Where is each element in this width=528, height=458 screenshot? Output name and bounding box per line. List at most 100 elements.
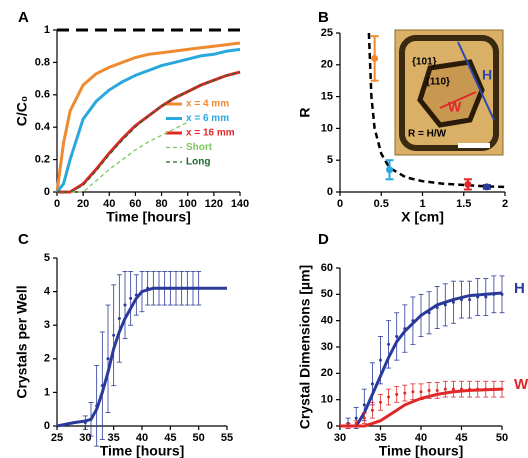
data-point — [146, 286, 150, 290]
x-tick-label: 2 — [502, 198, 508, 210]
data-point — [386, 166, 393, 174]
x-tick-label: 45 — [164, 432, 176, 444]
y-tick-label: 1 — [44, 386, 50, 398]
y-tick-label: 1 — [44, 24, 50, 36]
data-point — [387, 342, 391, 346]
data-point — [451, 300, 455, 304]
data-point — [370, 382, 374, 386]
panel-label: B — [318, 9, 329, 26]
y-tick-label: 0 — [44, 186, 50, 198]
data-point — [468, 387, 472, 391]
x-tick-label: 120 — [205, 198, 223, 210]
data-point — [354, 421, 358, 425]
y-tick-label: 10 — [321, 122, 333, 134]
data-point — [464, 180, 472, 188]
y-tick-label: 0.6 — [35, 89, 50, 101]
legend-label: Long — [186, 157, 210, 168]
inset-label: R = H/W — [408, 129, 447, 140]
data-point — [83, 421, 87, 425]
x-tick-label: 20 — [77, 198, 89, 210]
panel-label: A — [18, 9, 29, 26]
x-tick-label: 0 — [337, 198, 343, 210]
y-tick-label: 20 — [321, 59, 333, 71]
data-point — [476, 387, 480, 391]
data-point — [484, 387, 488, 391]
data-point — [435, 388, 439, 392]
data-point — [362, 403, 366, 407]
data-point — [460, 298, 463, 302]
line-series — [340, 387, 503, 428]
y-tick-label: 60 — [321, 262, 333, 274]
data-point — [411, 390, 415, 394]
x-tick-label: 0 — [54, 198, 60, 210]
x-tick-label: 35 — [108, 432, 120, 444]
x-tick-label: 80 — [155, 198, 167, 210]
y-tick-label: 0.4 — [35, 121, 51, 133]
y-tick-label: 0 — [44, 420, 50, 432]
x-axis-label: Time [hours] — [106, 209, 191, 225]
data-point — [443, 303, 447, 307]
y-tick-label: 0.8 — [35, 56, 50, 68]
x-tick-label: 45 — [455, 432, 467, 444]
data-point — [95, 404, 99, 408]
data-point — [427, 311, 431, 315]
data-point — [117, 316, 121, 320]
data-point — [411, 319, 415, 323]
x-tick-label: 0.5 — [374, 198, 389, 210]
y-tick-label: 5 — [44, 252, 50, 264]
data-point — [451, 387, 455, 391]
data-point — [443, 387, 447, 391]
data-point — [468, 298, 472, 302]
inset-label: W — [448, 99, 462, 115]
h-arrow — [457, 41, 495, 121]
crystal-outline — [399, 35, 499, 151]
inset-label: H — [482, 67, 492, 83]
y-tick-label: 50 — [321, 288, 333, 300]
x-tick-label: 100 — [179, 198, 197, 210]
data-point — [492, 292, 496, 296]
data-point — [484, 295, 488, 299]
y-axis-label: R — [297, 107, 313, 117]
y-tick-label: 10 — [321, 394, 333, 406]
legend-label: x = 16 mm — [186, 128, 235, 139]
x-tick-label: 50 — [193, 432, 205, 444]
x-tick-label: 40 — [136, 432, 148, 444]
inset-label: {110} — [426, 77, 450, 88]
crystal-face — [417, 59, 485, 128]
y-tick-label: 20 — [321, 367, 333, 379]
x-tick-label: 40 — [415, 432, 427, 444]
data-point — [168, 286, 172, 290]
data-point — [395, 334, 399, 338]
data-point — [419, 313, 423, 317]
line-series — [55, 47, 241, 193]
x-tick-label: 30 — [79, 432, 91, 444]
data-point — [180, 286, 184, 290]
data-point — [427, 388, 431, 392]
scale-bar — [458, 143, 490, 148]
legend-label: x = 6 mm — [186, 113, 229, 124]
y-tick-label: 25 — [321, 27, 333, 39]
y-axis-label: C/C₀ — [14, 96, 30, 126]
data-point — [500, 292, 504, 296]
panel-label: D — [318, 231, 329, 248]
y-tick-label: 5 — [327, 154, 333, 166]
data-point — [163, 286, 167, 290]
data-point — [129, 296, 133, 300]
x-tick-label: 35 — [374, 432, 386, 444]
x-tick-label: 1.5 — [456, 198, 471, 210]
x-tick-label: 1 — [419, 198, 425, 210]
w-arrow — [439, 91, 477, 109]
x-tick-label: 50 — [496, 432, 508, 444]
inset-photo — [394, 29, 504, 156]
data-point — [123, 303, 127, 307]
legend-label: x = 4 mm — [186, 99, 229, 110]
y-tick-label: 4 — [44, 286, 51, 298]
y-tick-label: 0 — [327, 420, 333, 432]
data-point — [387, 395, 391, 399]
data-point — [379, 358, 382, 362]
data-point — [106, 357, 110, 361]
data-point — [500, 387, 504, 391]
data-point — [435, 306, 439, 309]
data-point — [157, 286, 161, 290]
